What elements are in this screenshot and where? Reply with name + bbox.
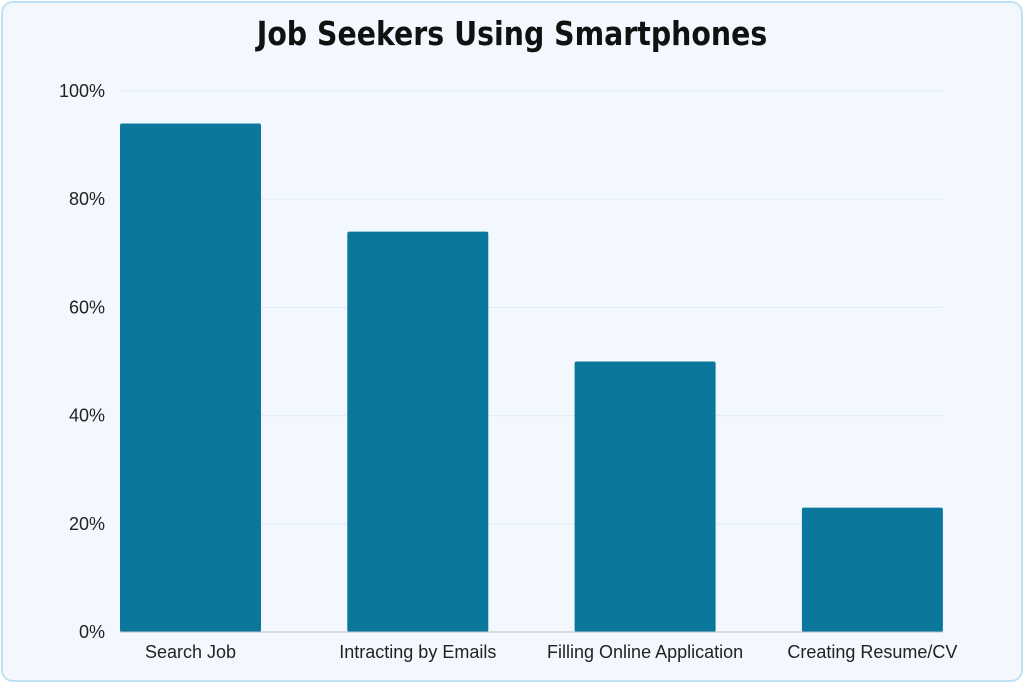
bar	[120, 123, 261, 633]
bar	[347, 231, 489, 632]
y-tick-label: 80%	[69, 189, 105, 209]
x-tick-label: Creating Resume/CV	[787, 642, 957, 662]
chart-title: Job Seekers Using Smartphones	[256, 14, 768, 53]
y-tick-label: 60%	[69, 297, 105, 317]
x-tick-labels: Search Job Intracting by Emails Filling On…	[145, 642, 957, 662]
x-tick-label: Intracting by Emails	[339, 642, 496, 662]
x-tick-label: Search Job	[145, 642, 236, 662]
y-tick-labels: 0% 20% 40% 60% 80% 100%	[59, 81, 105, 642]
y-tick-label: 100%	[59, 81, 105, 101]
y-tick-label: 20%	[69, 514, 105, 534]
bar	[801, 507, 943, 632]
y-tick-label: 0%	[79, 622, 105, 642]
x-tick-label: Filling Online Application	[547, 642, 743, 662]
bars	[120, 123, 943, 633]
y-tick-label: 40%	[69, 406, 105, 426]
bar	[574, 361, 716, 632]
